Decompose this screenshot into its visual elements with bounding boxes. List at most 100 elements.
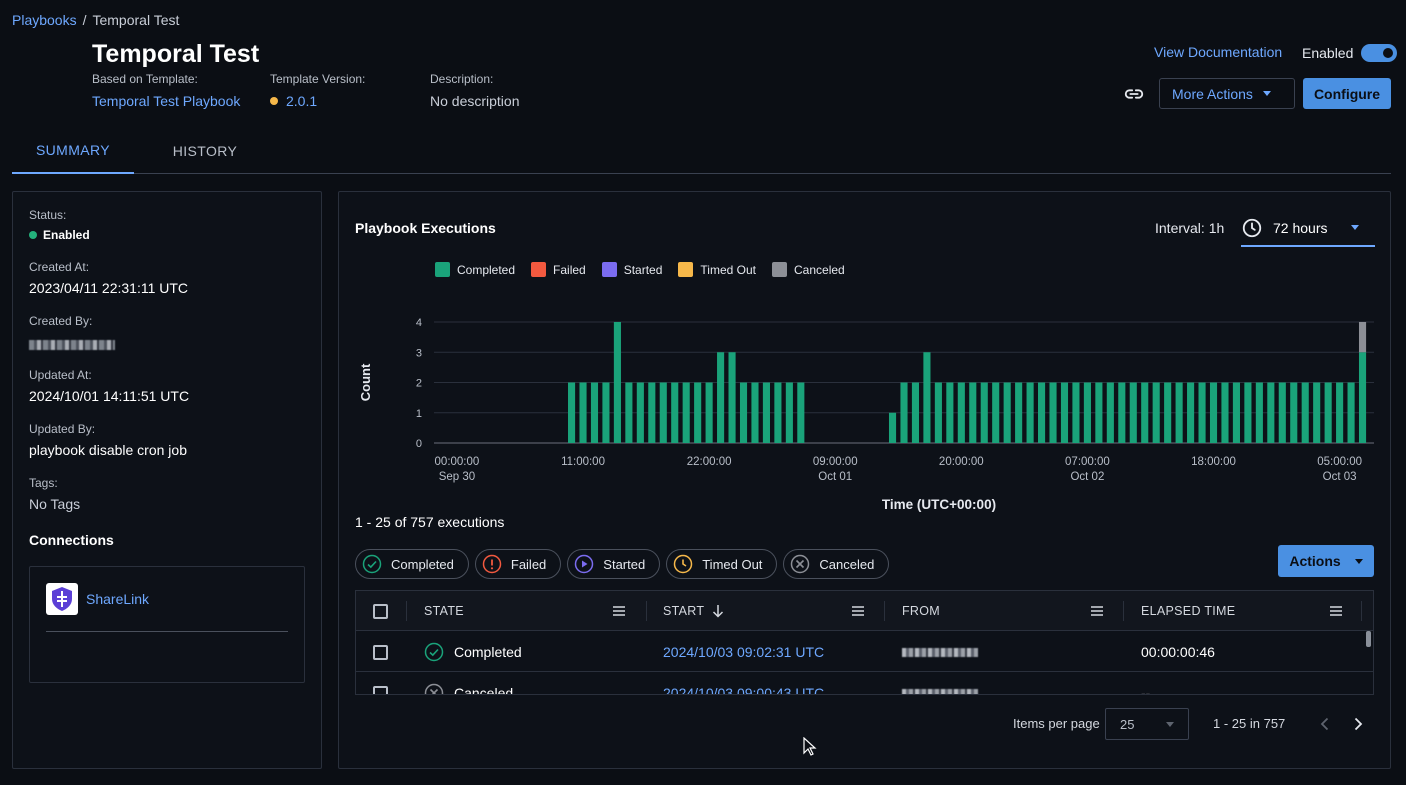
tab-summary[interactable]: SUMMARY <box>12 128 134 174</box>
column-header-start[interactable]: START <box>663 591 724 631</box>
filter-timed-out[interactable]: Timed Out <box>666 549 778 579</box>
play-circle-icon <box>575 554 594 574</box>
cancel-circle-icon <box>791 554 810 574</box>
legend-label: Completed <box>457 262 516 277</box>
bar-completed <box>1255 382 1263 443</box>
bar-completed <box>785 382 793 443</box>
template-link[interactable]: Temporal Test Playbook <box>92 93 241 109</box>
bar-completed <box>1313 382 1321 443</box>
time-range-select[interactable]: 72 hours <box>1241 210 1375 247</box>
table-scrollbar[interactable] <box>1366 631 1371 647</box>
bar-completed <box>694 382 702 443</box>
from-cell-redacted <box>902 673 978 694</box>
start-time-link[interactable]: 2024/10/03 09:02:31 UTC <box>663 644 825 660</box>
bar-completed <box>888 412 897 443</box>
actions-button[interactable]: Actions <box>1278 545 1374 577</box>
next-page-icon[interactable] <box>1352 717 1364 731</box>
bar-completed <box>797 382 805 443</box>
row-checkbox[interactable] <box>373 685 388 694</box>
column-menu-icon[interactable] <box>1091 606 1103 616</box>
legend-failed[interactable]: Failed <box>531 262 586 277</box>
check-circle-icon <box>362 554 382 574</box>
status-value: Enabled <box>29 228 90 242</box>
chevron-down-icon <box>1354 558 1363 564</box>
version-value[interactable]: 2.0.1 <box>270 93 317 109</box>
execution-count: 1 - 25 of 757 executions <box>355 514 505 530</box>
y-tick-label: 0 <box>416 438 422 450</box>
state-cell: Completed <box>424 632 522 672</box>
select-all-checkbox[interactable] <box>373 603 388 619</box>
column-divider <box>646 601 647 621</box>
items-per-page-select[interactable]: 25 <box>1105 708 1189 740</box>
updated-at-label: Updated At: <box>29 368 92 382</box>
bar-completed <box>1336 382 1344 443</box>
bar-completed <box>682 382 690 443</box>
view-documentation-link[interactable]: View Documentation <box>1154 44 1283 60</box>
status-dot-icon <box>29 231 37 239</box>
start-time-link[interactable]: 2024/10/03 09:00:43 UTC <box>663 685 825 695</box>
table-row[interactable]: Completed 2024/10/03 09:02:31 UTC 00:00:… <box>356 632 1373 672</box>
column-header-state[interactable]: STATE <box>424 604 464 618</box>
previous-page-icon[interactable] <box>1319 717 1331 731</box>
clock-circle-icon <box>673 554 693 574</box>
row-select-cell <box>373 632 388 672</box>
bar-completed <box>1267 382 1275 443</box>
column-menu-icon[interactable] <box>613 606 625 616</box>
column-header-from[interactable]: FROM <box>902 604 940 618</box>
tags-value: No Tags <box>29 496 81 512</box>
y-tick-label: 3 <box>416 347 422 359</box>
created-at-label: Created At: <box>29 260 90 274</box>
breadcrumb-playbooks-link[interactable]: Playbooks <box>12 12 77 28</box>
bar-completed <box>1060 382 1069 443</box>
bar-completed <box>1187 382 1195 443</box>
x-tick-label: 07:00:00 <box>1065 456 1110 468</box>
x-tick-label: 05:00:00 <box>1317 456 1362 468</box>
tags-label: Tags: <box>29 476 58 490</box>
from-cell-redacted <box>902 632 978 672</box>
y-tick-label: 2 <box>416 378 422 390</box>
link-icon[interactable] <box>1123 83 1145 105</box>
breadcrumb-separator: / <box>82 12 87 28</box>
filter-canceled[interactable]: Canceled <box>783 549 890 579</box>
legend-started[interactable]: Started <box>601 262 662 277</box>
legend-completed[interactable]: Completed <box>435 262 515 277</box>
filter-failed[interactable]: Failed <box>474 549 562 579</box>
bar-completed <box>1141 382 1149 443</box>
connection-link-sharelink[interactable]: ShareLink <box>86 591 150 607</box>
mouse-cursor-icon <box>803 737 817 756</box>
more-actions-button[interactable]: More Actions <box>1159 78 1295 109</box>
bar-completed <box>659 382 667 443</box>
bar-completed <box>579 382 587 443</box>
bar-completed <box>1083 382 1091 443</box>
y-tick-label: 1 <box>416 408 422 420</box>
filter-started[interactable]: Started <box>567 549 661 579</box>
table-header: STATE START FROM ELAPSED TIME <box>356 591 1373 631</box>
column-menu-icon[interactable] <box>1330 606 1342 616</box>
bar-completed <box>1347 382 1355 443</box>
row-select-cell <box>373 673 388 694</box>
description-meta: Description: No description <box>430 72 520 109</box>
chart-legend: Completed Failed Started Timed Out Cance… <box>435 262 845 277</box>
row-checkbox[interactable] <box>373 644 388 660</box>
column-header-elapsed[interactable]: ELAPSED TIME <box>1141 604 1236 618</box>
legend-canceled[interactable]: Canceled <box>772 262 845 277</box>
enabled-toggle[interactable] <box>1361 44 1398 62</box>
status-label: Status: <box>29 208 67 222</box>
tab-history[interactable]: HISTORY <box>172 143 238 159</box>
redacted-from <box>902 688 978 694</box>
x-tick-label: 18:00:00 <box>1191 456 1236 468</box>
description-value: No description <box>430 93 520 109</box>
bar-completed <box>1118 382 1126 443</box>
description-label: Description: <box>430 72 494 86</box>
column-menu-icon[interactable] <box>852 606 864 616</box>
x-tick-label: 00:00:00 <box>435 456 480 468</box>
legend-timed-out[interactable]: Timed Out <box>678 262 756 277</box>
elapsed-cell: 00:00:00:46 <box>1141 644 1215 660</box>
configure-button[interactable]: Configure <box>1303 78 1391 109</box>
filter-label: Completed <box>391 556 454 572</box>
bar-completed <box>1152 382 1160 443</box>
filter-completed[interactable]: Completed <box>355 549 469 579</box>
elapsed-cell: -- <box>1141 685 1151 695</box>
select-all-cell <box>373 591 388 631</box>
table-row[interactable]: Canceled 2024/10/03 09:00:43 UTC -- <box>356 673 1373 695</box>
